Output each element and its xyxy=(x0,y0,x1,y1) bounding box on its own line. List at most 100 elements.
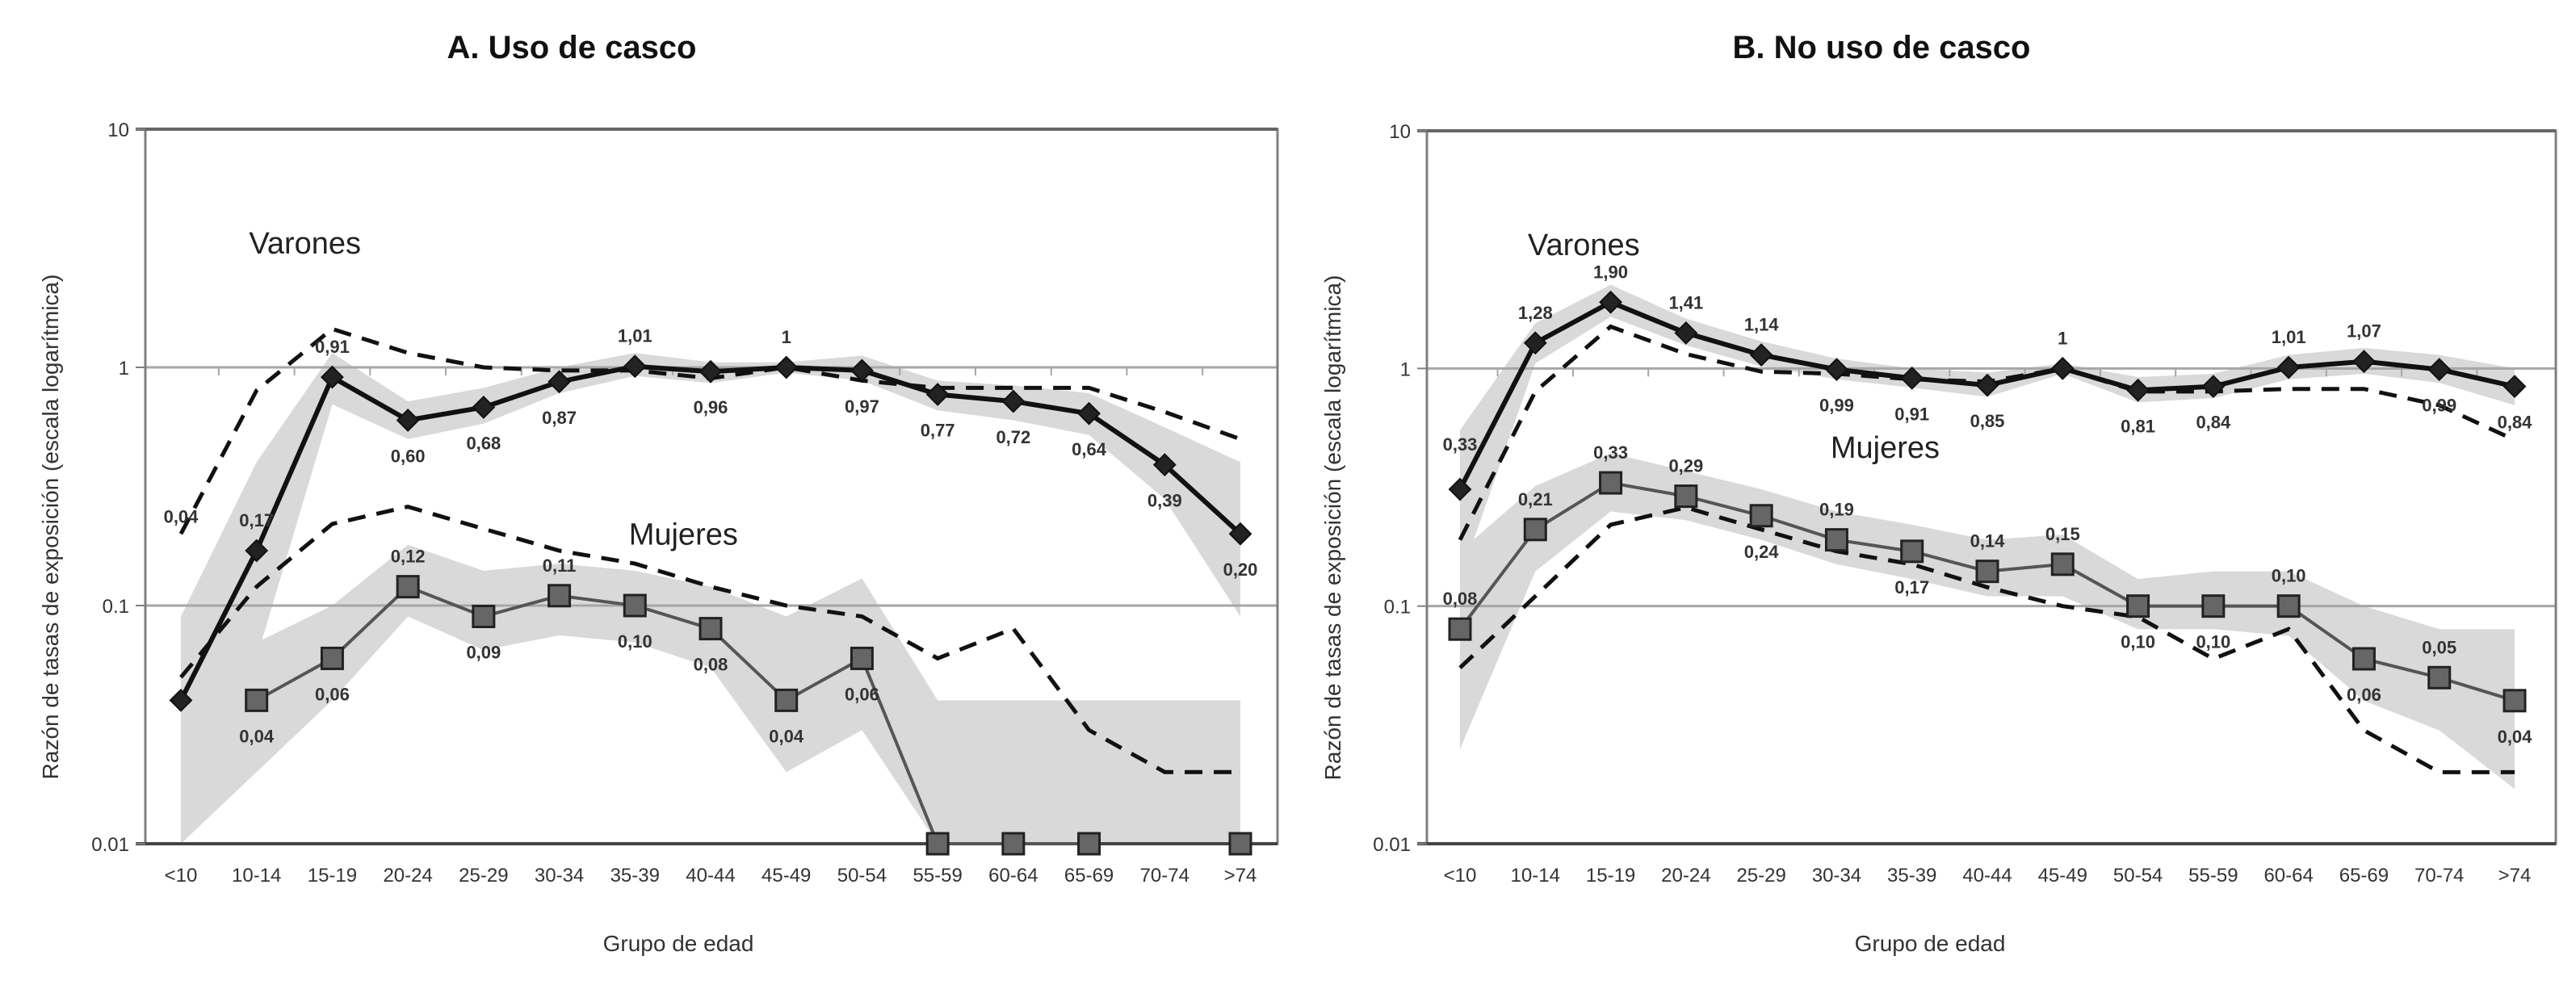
data-label: 0,19 xyxy=(1819,500,1854,520)
data-label: 0,96 xyxy=(694,397,728,417)
x-tick-label: 25-29 xyxy=(1736,865,1785,887)
data-point-diamond xyxy=(2126,378,2150,402)
data-label: 1,01 xyxy=(618,326,652,346)
data-point-square xyxy=(850,646,874,670)
data-point-diamond xyxy=(699,359,723,384)
x-tick-label: 10-14 xyxy=(232,865,281,887)
y-tick-label: 1 xyxy=(119,358,129,379)
x-tick-label: 55-59 xyxy=(2188,865,2238,887)
data-label: 0,10 xyxy=(2272,566,2306,586)
group-label-varones: Varones xyxy=(249,227,361,261)
data-label: 0,08 xyxy=(1443,589,1478,609)
data-label: 0,33 xyxy=(1593,442,1628,463)
chart-title: A. Uso de casco xyxy=(447,30,696,65)
data-label: 0,91 xyxy=(315,337,350,357)
y-tick-label: 10 xyxy=(1389,121,1411,143)
data-point-diamond xyxy=(2427,358,2452,382)
data-point-square xyxy=(2427,665,2452,690)
data-label: 0,08 xyxy=(694,655,728,675)
data-point-diamond xyxy=(396,409,420,432)
data-point-square xyxy=(1228,832,1252,856)
data-label: 0,15 xyxy=(2045,524,2080,544)
x-tick-label: 70-74 xyxy=(2414,865,2464,887)
data-label: 0,04 xyxy=(2498,727,2533,747)
data-point-square xyxy=(472,604,496,628)
data-point-diamond xyxy=(169,688,193,712)
data-label: 0,85 xyxy=(1970,411,2005,431)
y-tick-label: 0.1 xyxy=(1384,597,1411,618)
data-label: 1,28 xyxy=(1518,303,1553,323)
data-point-diamond xyxy=(1001,389,1026,413)
data-label: 0,64 xyxy=(1072,439,1107,459)
data-point-diamond xyxy=(1523,331,1547,355)
data-label: 1,14 xyxy=(1744,315,1780,335)
x-tick-label: 65-69 xyxy=(2339,865,2389,887)
data-label: 0,06 xyxy=(2347,685,2381,705)
data-label: 0,11 xyxy=(543,555,577,576)
data-label: 1,41 xyxy=(1668,292,1703,312)
data-point-diamond xyxy=(623,354,647,379)
confidence-band-mujeres xyxy=(1460,453,2515,790)
x-tick-label: 20-24 xyxy=(1661,865,1710,887)
data-label: 0,10 xyxy=(2121,632,2155,652)
data-point-diamond xyxy=(925,383,950,406)
data-point-square xyxy=(245,688,269,712)
data-point-square xyxy=(1900,539,1924,564)
data-label: 1,01 xyxy=(2272,327,2306,347)
data-label: 0,84 xyxy=(2498,413,2533,433)
data-label: 0,10 xyxy=(2196,632,2230,652)
data-point-diamond xyxy=(1599,290,1622,314)
data-label: 0,10 xyxy=(618,631,652,652)
x-tick-label: <10 xyxy=(165,865,198,887)
data-point-diamond xyxy=(2503,375,2527,399)
data-point-square xyxy=(774,688,799,712)
confidence-band-varones xyxy=(1460,284,2515,580)
data-label: 1 xyxy=(2058,328,2067,348)
data-point-diamond xyxy=(1825,358,1848,382)
data-label: 0,72 xyxy=(996,427,1030,447)
data-point-square xyxy=(1448,617,1472,641)
data-point-square xyxy=(2201,594,2226,618)
data-label: 1,90 xyxy=(1593,262,1628,282)
data-point-square xyxy=(2050,552,2075,576)
data-point-square xyxy=(1824,528,1848,552)
x-tick-label: 25-29 xyxy=(459,865,508,887)
data-point-square xyxy=(699,617,723,641)
x-axis-title: Grupo de edad xyxy=(603,931,754,956)
data-point-diamond xyxy=(1749,343,1773,367)
data-label: 0,39 xyxy=(1147,491,1182,511)
data-point-diamond xyxy=(1228,522,1252,546)
data-label: 0,29 xyxy=(1668,456,1703,476)
data-point-square xyxy=(925,832,950,856)
x-tick-label: >74 xyxy=(1224,865,1257,887)
data-label: 0,77 xyxy=(921,420,955,440)
data-label: 1,07 xyxy=(2347,321,2381,342)
data-point-diamond xyxy=(472,395,496,419)
data-label: 0,68 xyxy=(466,433,501,453)
y-tick-label: 10 xyxy=(107,119,129,141)
x-tick-label: 35-39 xyxy=(610,865,660,887)
data-label: 0,17 xyxy=(239,510,274,530)
data-point-square xyxy=(1077,832,1101,856)
data-point-square xyxy=(623,593,647,618)
series-line-mujeres xyxy=(255,585,1089,845)
x-tick-label: 35-39 xyxy=(1887,865,1936,887)
y-tick-label: 0.01 xyxy=(1373,834,1411,856)
group-label-varones: Varones xyxy=(1528,228,1640,262)
data-point-square xyxy=(320,646,344,670)
x-tick-label: 45-49 xyxy=(761,865,811,887)
data-point-diamond xyxy=(1448,477,1472,501)
y-tick-label: 0.1 xyxy=(103,596,129,618)
data-point-square xyxy=(1674,484,1698,509)
data-label: 0,99 xyxy=(2422,396,2456,416)
reference-line-mujeres xyxy=(179,505,1240,774)
data-point-square xyxy=(2352,647,2376,671)
x-tick-label: 10-14 xyxy=(1511,865,1560,887)
data-point-diamond xyxy=(774,355,799,379)
data-point-square xyxy=(396,575,420,599)
data-point-diamond xyxy=(2050,356,2075,380)
x-tick-label: 20-24 xyxy=(383,865,432,887)
x-tick-label: 55-59 xyxy=(913,865,962,887)
data-point-diamond xyxy=(1674,321,1698,345)
